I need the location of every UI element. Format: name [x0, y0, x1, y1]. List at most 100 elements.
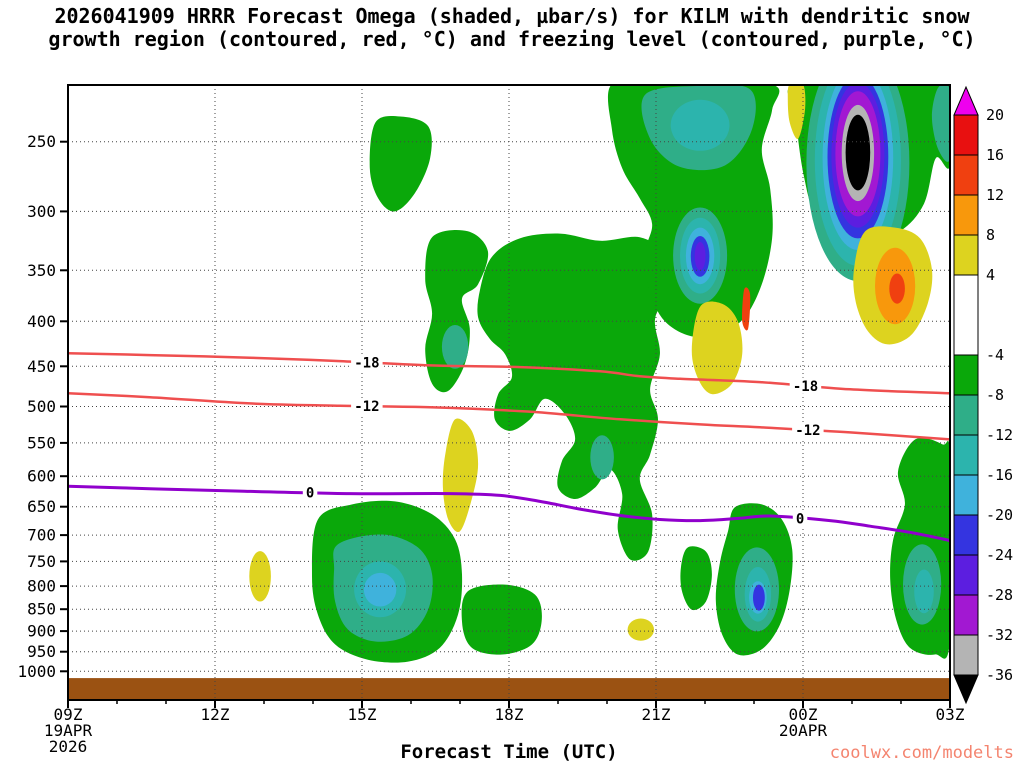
x-tick-label: 12Z	[201, 705, 230, 724]
contour-dendritic-minus12	[68, 392, 950, 441]
y-tick-label: 900	[27, 622, 56, 641]
omega-region-teal-top-21z	[670, 99, 730, 151]
chart-title-line1: 2026041909 HRRR Forecast Omega (shaded, …	[54, 4, 970, 28]
x-tick-label: 21Z	[642, 705, 671, 724]
contour-freezing-level-0	[68, 484, 950, 542]
x-axis-title: Forecast Time (UTC)	[400, 741, 618, 763]
x-tick-label: 00Z	[789, 705, 818, 724]
gridlines	[68, 85, 950, 700]
colorbar-tick-label: -36	[986, 666, 1013, 684]
colorbar-segment	[953, 194, 979, 236]
colorbar-arrow-bottom	[953, 674, 979, 705]
colorbar-arrow-top	[953, 85, 979, 116]
contour-label-box	[302, 484, 318, 501]
omega-region-green-top-left-15z	[369, 115, 432, 212]
omega-region-green-central-mass	[477, 233, 669, 561]
colorbar-tick-label: -24	[986, 546, 1013, 564]
chart-title-line2: growth region (contoured, red, °C) and f…	[48, 27, 976, 51]
colorbar-segment	[953, 554, 979, 596]
x-date-label: 19APR	[44, 721, 93, 740]
contour-lines: -18 -18 -12 -12 0 0	[68, 352, 950, 542]
y-tick-label: 550	[27, 433, 56, 452]
y-tick-label: 650	[27, 497, 56, 516]
colorbar-segment	[953, 514, 979, 556]
omega-region-blue-low-23z	[753, 584, 765, 611]
omega-region-seagreen-16z-430	[441, 325, 469, 369]
contour-label-box	[351, 398, 383, 415]
colorbar-tick-label: 8	[986, 226, 995, 244]
y-tick-label: 300	[27, 202, 56, 221]
omega-region-cyan-low-15z	[363, 572, 397, 607]
y-tick-label: 450	[27, 357, 56, 376]
y-tick-label: 850	[27, 600, 56, 619]
omega-region-green-low-17z-18z	[461, 584, 542, 655]
omega-region-teal-low-02z	[914, 569, 934, 614]
colorbar-tick-label: -32	[986, 626, 1013, 644]
colorbar-tick-label: 12	[986, 186, 1004, 204]
contour-label-dendritic-minus18: -18	[354, 355, 379, 371]
contour-dendritic-minus18	[68, 352, 950, 395]
omega-region-seagreen-top-03z-edge	[931, 85, 950, 162]
colorbar-segment	[953, 434, 979, 476]
chart-title: 2026041909 HRRR Forecast Omega (shaded, …	[0, 5, 1024, 51]
omega-region-orangered-01z-core	[889, 273, 905, 304]
omega-region-yellow-13z-770	[249, 551, 271, 602]
y-tick-label: 1000	[17, 662, 56, 681]
y-tick-label: 800	[27, 577, 56, 596]
y-tick-label: 250	[27, 132, 56, 151]
colorbar-tick-label: -8	[986, 386, 1004, 404]
colorbar-tick-label: 20	[986, 106, 1004, 124]
colorbar-segment	[953, 474, 979, 516]
colorbar-segment	[953, 154, 979, 196]
omega-region-yellow-17z-600	[442, 418, 479, 533]
y-tick-label: 600	[27, 467, 56, 486]
omega-region-seagreen-20z-570	[590, 435, 614, 480]
x-date-label: 2026	[49, 737, 88, 756]
contour-label-dendritic-minus12: -12	[354, 399, 379, 415]
colorbar-segment	[953, 354, 979, 396]
colorbar-segment	[953, 114, 979, 156]
contour-label-box	[792, 510, 808, 527]
omega-region-black-00z-top	[845, 114, 871, 191]
x-tick-label: 03Z	[936, 705, 965, 724]
contour-label-box	[351, 354, 383, 371]
colorbar-tick-label: -16	[986, 466, 1013, 484]
omega-region-yellow-21z-900	[627, 618, 654, 641]
y-tick-label: 400	[27, 312, 56, 331]
colorbar-tick-label: 4	[986, 266, 995, 284]
colorbar-tick-label: -28	[986, 586, 1013, 604]
y-tick-label: 500	[27, 397, 56, 416]
y-tick-label: 350	[27, 261, 56, 280]
colorbar	[953, 85, 979, 705]
y-tick-label: 750	[27, 552, 56, 571]
colorbar-segment	[953, 634, 979, 676]
colorbar-segment	[953, 274, 979, 356]
colorbar-segment	[953, 394, 979, 436]
y-tick-label: 700	[27, 526, 56, 545]
omega-region-yellow-22z-420	[691, 301, 743, 395]
shaded-omega-regions	[68, 85, 950, 700]
watermark: coolwx.com/modelts	[829, 743, 1014, 763]
contour-label-freezing-level-0: 0	[306, 486, 314, 502]
colorbar-tick-label: -4	[986, 346, 1004, 364]
x-tick-label: 15Z	[348, 705, 377, 724]
omega-region-green-low-22z	[680, 546, 712, 611]
colorbar-tick-label: -12	[986, 426, 1013, 444]
contour-label-freezing-level-0: 0	[796, 511, 804, 527]
x-tick-label: 09Z	[54, 705, 83, 724]
omega-region-violet-22z-330	[694, 241, 706, 271]
omega-region-yellow-00z-sliver	[787, 85, 806, 139]
y-tick-label: 950	[27, 642, 56, 661]
colorbar-tick-label: 16	[986, 146, 1004, 164]
x-tick-label: 18Z	[495, 705, 524, 724]
contour-label-dendritic-minus12: -12	[795, 423, 820, 439]
contour-label-box	[792, 422, 824, 438]
colorbar-segment	[953, 594, 979, 636]
contour-label-box	[789, 377, 822, 394]
omega-region-orangered-22z-sliver	[742, 287, 751, 331]
x-date-label: 20APR	[779, 721, 828, 740]
axis-ticks	[60, 140, 951, 708]
colorbar-tick-label: -20	[986, 506, 1013, 524]
